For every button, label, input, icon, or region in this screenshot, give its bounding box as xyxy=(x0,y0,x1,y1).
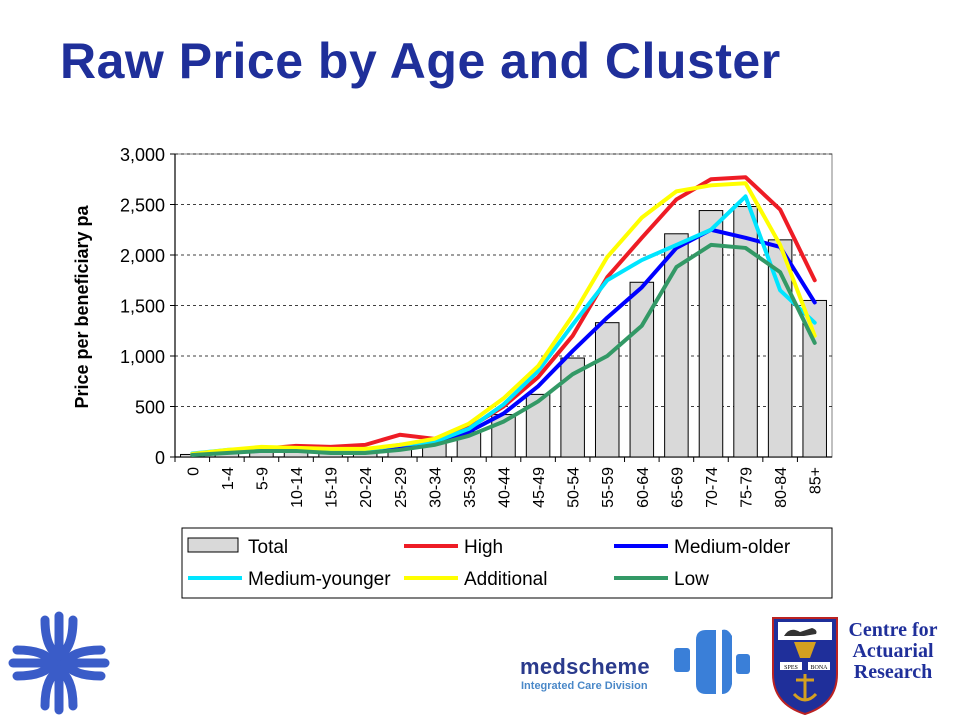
x-tick-label: 75-79 xyxy=(739,467,756,508)
y-tick-label: 0 xyxy=(155,448,165,468)
x-tick-label: 1-4 xyxy=(220,467,237,490)
y-tick-label: 500 xyxy=(135,398,165,418)
centre-for-actuarial-research-label: Centre for Actuarial Research xyxy=(838,620,948,683)
x-tick-label: 15-19 xyxy=(324,467,341,508)
crest-motto-left: SPES xyxy=(784,665,798,671)
x-tick-label: 40-44 xyxy=(497,467,514,508)
car-line-3: Research xyxy=(853,661,933,683)
bar-total xyxy=(594,322,620,458)
x-tick-label: 45-49 xyxy=(531,467,548,508)
y-axis-label: Price per beneficiary pa xyxy=(72,204,92,408)
x-tick-label: 60-64 xyxy=(635,467,652,508)
x-tick-label: 70-74 xyxy=(704,467,721,508)
university-crest-icon: SPES BONA xyxy=(772,617,838,716)
y-tick-label: 1,500 xyxy=(120,297,165,317)
page-title: Raw Price by Age and Cluster xyxy=(60,33,781,89)
bar-total xyxy=(629,281,655,458)
legend-swatch-bar xyxy=(187,537,239,553)
legend-label: Total xyxy=(248,537,288,558)
car-line-2: Actuarial xyxy=(852,640,934,662)
series-line-additional xyxy=(190,181,817,456)
x-tick-label: 25-29 xyxy=(393,467,410,508)
x-tick-label: 10-14 xyxy=(289,467,306,508)
bar-total xyxy=(733,206,758,458)
medscheme-logo-text: medscheme xyxy=(520,654,650,679)
bar-total xyxy=(698,210,724,458)
x-tick-label: 55-59 xyxy=(600,467,617,508)
legend-box xyxy=(181,527,833,599)
x-tick-label: 5-9 xyxy=(254,467,271,490)
series-line-low xyxy=(190,242,817,457)
medscheme-mark-icon xyxy=(674,629,750,694)
x-tick-label: 85+ xyxy=(808,467,825,494)
legend-label: Medium-younger xyxy=(248,569,391,590)
legend-label: Medium-older xyxy=(674,537,791,558)
bar-total xyxy=(525,393,551,458)
legend-label: Low xyxy=(674,569,709,590)
y-tick-label: 2,500 xyxy=(120,196,165,216)
medscheme-subtitle: Integrated Care Division xyxy=(521,680,648,692)
legend-label: Additional xyxy=(464,569,547,590)
car-line-1: Centre for xyxy=(848,619,938,641)
medical-cross-logo-icon xyxy=(8,611,110,715)
y-tick-label: 2,000 xyxy=(120,246,165,266)
crest-motto-right: BONA xyxy=(810,665,828,671)
x-tick-label: 35-39 xyxy=(462,467,479,508)
y-tick-label: 3,000 xyxy=(120,145,165,165)
bar-total xyxy=(560,357,585,458)
x-tick-label: 65-69 xyxy=(669,467,686,508)
x-tick-label: 50-54 xyxy=(566,467,583,508)
y-tick-label: 1,000 xyxy=(120,347,165,367)
bar-total xyxy=(664,233,689,458)
x-tick-label: 80-84 xyxy=(773,467,790,508)
legend-label: High xyxy=(464,537,503,558)
x-tick-label: 30-34 xyxy=(427,467,444,508)
x-tick-label: 0 xyxy=(185,467,202,476)
x-tick-label: 20-24 xyxy=(358,467,375,508)
